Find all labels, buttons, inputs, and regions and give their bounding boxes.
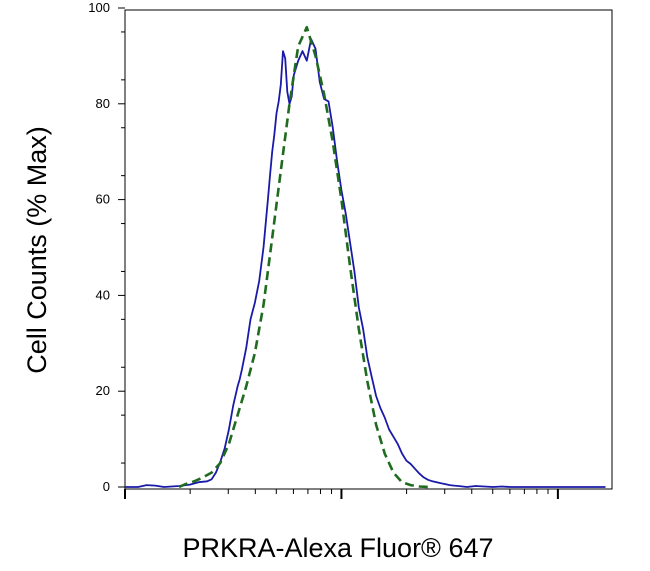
x-axis xyxy=(124,489,559,499)
x-axis-title: PRKRA-Alexa Fluor® 647 xyxy=(182,533,493,563)
y-tick-label: 80 xyxy=(96,96,110,111)
y-tick-label: 60 xyxy=(96,192,110,207)
y-tick-label: 20 xyxy=(96,383,110,398)
y-axis: 0 20 40 60 80 100 xyxy=(88,0,125,494)
control-histogram-line xyxy=(178,25,429,489)
y-tick-label: 40 xyxy=(96,287,110,302)
y-tick-label: 0 xyxy=(103,479,110,494)
y-axis-title: Cell Counts (% Max) xyxy=(22,126,52,374)
sample-histogram-line xyxy=(125,38,606,488)
y-tick-label: 100 xyxy=(88,0,110,15)
plot-area xyxy=(125,25,606,489)
plot-frame xyxy=(124,9,613,490)
